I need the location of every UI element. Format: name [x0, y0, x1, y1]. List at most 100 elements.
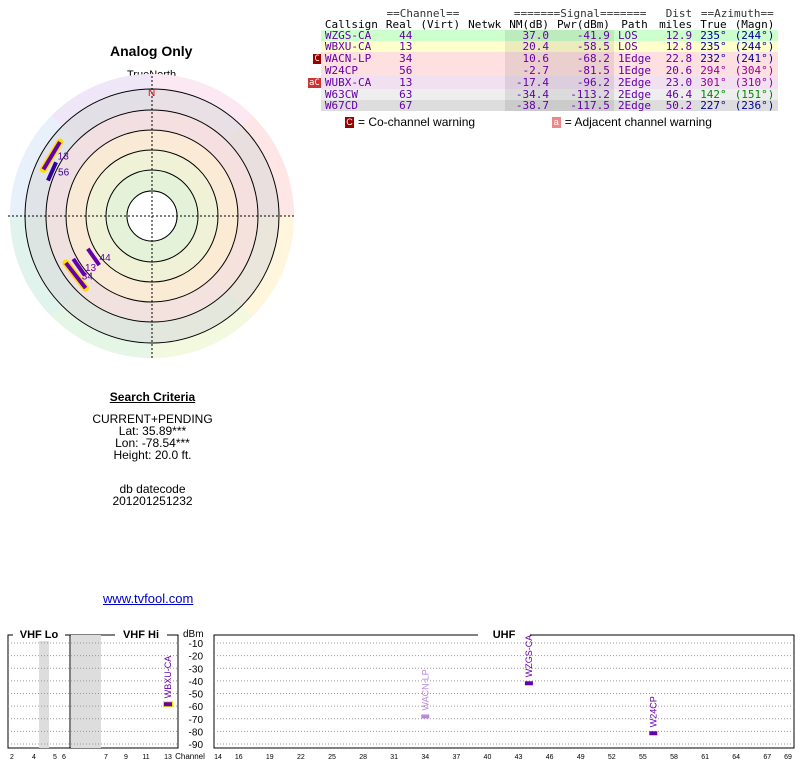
- station-distance: 20.6: [665, 64, 693, 77]
- channel-tick-label: 7: [104, 754, 108, 761]
- col-miles: miles: [659, 18, 693, 31]
- station-row[interactable]: W63CW 63 -34.4 -113.2 2Edge 46.4 142° (151°): [308, 88, 779, 101]
- channel-tick-label: 16: [235, 754, 243, 761]
- channel-tick-label: 28: [359, 754, 367, 761]
- station-power: -41.9: [552, 30, 614, 41]
- station-network: [464, 89, 505, 100]
- channel-tick-label: 13: [164, 754, 172, 761]
- radar-rings: [10, 74, 294, 358]
- station-nm: 20.4: [505, 41, 553, 52]
- channel-axis-label: Channel: [175, 752, 205, 761]
- station-callsign: W67CD: [324, 99, 358, 112]
- group-azimuth-header: ==Azimuth==: [700, 7, 774, 20]
- station-mark: [649, 731, 658, 736]
- station-callsign: W24CP: [324, 64, 358, 77]
- station-callsign: WUBX-CA: [324, 76, 372, 89]
- station-distance: 12.8: [665, 40, 693, 53]
- station-mark-label: W24CP: [648, 696, 658, 727]
- search-mode: CURRENT+PENDING: [92, 412, 213, 426]
- warning-flag-badge: aC: [308, 78, 321, 88]
- station-channel-real: 34: [399, 52, 413, 65]
- db-tick-label: -50: [189, 690, 204, 701]
- station-row[interactable]: WBXU-CA 13 20.4 -58.5 LOS 12.8 235° (244°): [308, 40, 779, 53]
- station-azimuth-magn: (151°): [734, 88, 775, 101]
- station-table-container: ==Channel== =======Signal======= Dist ==…: [308, 7, 779, 112]
- channel-tick-label: 64: [732, 754, 740, 761]
- station-flag: [308, 41, 321, 52]
- station-table-body: WZGS-CA 44 37.0 -41.9 LOS 12.9 235° (244°) WBXU-…: [308, 29, 779, 112]
- station-flag: [308, 30, 321, 41]
- station-power: -96.2: [552, 76, 614, 89]
- station-channel-virt: [416, 41, 464, 52]
- station-azimuth-magn: (310°): [734, 76, 775, 89]
- radar-marker-label: 34: [82, 272, 94, 283]
- station-row[interactable]: WZGS-CA 44 37.0 -41.9 LOS 12.9 235° (244°): [308, 29, 779, 42]
- station-channel-virt: [416, 30, 464, 41]
- group-channel-header: ==Channel==: [386, 7, 460, 20]
- search-height: Height: 20.0 ft.: [113, 448, 192, 462]
- station-azimuth-true: 235°: [700, 40, 727, 53]
- station-nm: -17.4: [505, 76, 553, 89]
- search-criteria: Search Criteria CURRENT+PENDING Lat: 35.…: [50, 391, 255, 507]
- station-callsign: W63CW: [324, 88, 358, 101]
- search-criteria-title: Search Criteria: [109, 390, 196, 404]
- station-channel-real: 67: [399, 99, 413, 112]
- station-path: 2Edge: [617, 99, 652, 112]
- adjacent-channel-legend-text: = Adjacent channel warning: [564, 115, 712, 129]
- col-nm: NM(dB): [509, 18, 549, 31]
- channel-tick-label: 25: [328, 754, 336, 761]
- station-distance: 12.9: [665, 29, 693, 42]
- channel-tick-label: 2: [10, 754, 14, 761]
- station-row[interactable]: C WACN-LP 34 10.6 -68.2 1Edge 22.8 232° (241°): [308, 52, 779, 65]
- channel-tick-label: 58: [670, 754, 678, 761]
- db-tick-label: -90: [189, 740, 204, 751]
- radar-marker-label: 44: [100, 253, 112, 264]
- station-azimuth-magn: (304°): [734, 64, 775, 77]
- uhf-label: UHF: [493, 629, 516, 641]
- channel-tick-label: 49: [577, 754, 585, 761]
- station-distance: 23.0: [665, 76, 693, 89]
- channel-tick-label: 52: [608, 754, 616, 761]
- channel-tick-label: 19: [266, 754, 274, 761]
- adjacent-channel-swatch: a: [551, 117, 561, 129]
- db-datecode-value: 201201251232: [112, 494, 193, 508]
- col-virt: (Virt): [420, 18, 461, 31]
- station-power: -81.5: [552, 65, 614, 76]
- group-dist-header: Dist: [665, 7, 693, 20]
- station-path: 1Edge: [617, 64, 652, 77]
- station-callsign: WZGS-CA: [324, 29, 372, 42]
- vhf-lo-label: VHF Lo: [20, 629, 59, 641]
- station-channel-real: 13: [399, 76, 413, 89]
- warning-flag-badge: C: [313, 54, 321, 64]
- station-row[interactable]: W24CP 56 -2.7 -81.5 1Edge 20.6 294° (304°): [308, 64, 779, 77]
- db-unit-label: dBm: [183, 629, 204, 640]
- warning-legend: C = Co-channel warning a = Adjacent channe…: [345, 115, 712, 129]
- station-distance: 46.4: [665, 88, 693, 101]
- station-path: 1Edge: [617, 52, 652, 65]
- station-callsign: WACN-LP: [324, 52, 372, 65]
- station-table: ==Channel== =======Signal======= Dist ==…: [308, 7, 779, 112]
- col-path: Path: [621, 18, 648, 31]
- station-nm: -38.7: [505, 100, 553, 111]
- station-row[interactable]: W67CD 67 -38.7 -117.5 2Edge 50.2 227° (236°): [308, 99, 779, 112]
- channel-tick-label: 31: [390, 754, 398, 761]
- radar-marker: [71, 257, 87, 277]
- tvfool-link[interactable]: www.tvfool.com: [103, 591, 194, 606]
- station-power: -58.5: [552, 41, 614, 52]
- col-callsign: Callsign: [324, 18, 378, 31]
- station-row[interactable]: aC WUBX-CA 13 -17.4 -96.2 2Edge 23.0 301° (310°): [308, 76, 779, 89]
- db-tick-label: -20: [189, 652, 204, 663]
- channel-tick-label: 6: [62, 754, 66, 761]
- channel-tick-label: 43: [515, 754, 523, 761]
- station-azimuth-magn: (241°): [734, 52, 775, 65]
- db-tick-label: -10: [189, 639, 204, 650]
- db-tick-label: -30: [189, 664, 204, 675]
- radar-marker: [86, 247, 101, 267]
- db-tick-label: -70: [189, 715, 204, 726]
- station-channel-virt: [416, 89, 464, 100]
- search-lon: Lon: -78.54***: [115, 436, 190, 450]
- station-network: [464, 41, 505, 52]
- station-channel-virt: [416, 65, 464, 76]
- station-path: 2Edge: [617, 88, 652, 101]
- station-flag: [308, 65, 321, 76]
